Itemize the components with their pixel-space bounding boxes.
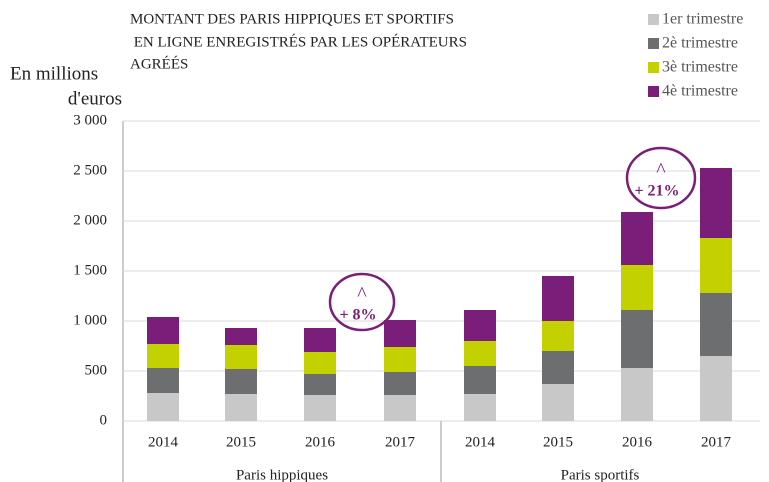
annotation-circle [625, 146, 697, 210]
bar-segment [621, 368, 653, 421]
bar-segment [147, 393, 179, 421]
y-tick-label: 0 [100, 412, 108, 428]
bar-segment [384, 347, 416, 372]
bar-segment [304, 352, 336, 374]
annotation-symbol: ^ [656, 160, 666, 182]
x-tick-label: 2017 [701, 434, 732, 450]
bar-segment [700, 293, 732, 356]
annotation-circle [328, 272, 396, 332]
bar-segment [225, 394, 257, 421]
legend-swatch [648, 14, 659, 25]
chart-title: EN LIGNE ENREGISTRÉS PAR LES OPÉRATEURS [130, 33, 467, 50]
legend-swatch [648, 86, 659, 97]
y-tick-label: 1 000 [73, 312, 107, 328]
annotation-text: + 21% [634, 183, 679, 200]
legend-label: 1er trimestre [662, 11, 743, 28]
bar-segment [225, 369, 257, 394]
y-axis-label: d'euros [68, 88, 122, 109]
legend-label: 3è trimestre [662, 59, 738, 76]
bar-segment [147, 317, 179, 344]
bar-segment [304, 374, 336, 395]
group-label: Paris sportifs [561, 467, 640, 482]
bar-segment [542, 321, 574, 351]
bar-segment [542, 351, 574, 384]
bar-segment [464, 341, 496, 366]
y-axis-label: En millions [10, 63, 98, 84]
bar-segment [621, 265, 653, 310]
bar-segment [225, 345, 257, 369]
bar-segment [384, 372, 416, 395]
bar-segment [464, 366, 496, 394]
bar-segment [147, 368, 179, 393]
bar-segment [384, 320, 416, 347]
legend-label: 4è trimestre [662, 83, 738, 100]
bar-segment [700, 168, 732, 238]
bar-segment [621, 310, 653, 368]
legend-label: 2è trimestre [662, 35, 738, 52]
y-tick-label: 2 000 [73, 212, 107, 228]
bar-segment [542, 384, 574, 421]
y-tick-label: 500 [85, 362, 108, 378]
bar-segment [384, 395, 416, 421]
x-tick-label: 2015 [226, 434, 256, 450]
annotation-symbol: ^ [357, 284, 367, 306]
y-tick-label: 1 500 [73, 262, 107, 278]
legend-swatch [648, 62, 659, 73]
x-tick-label: 2016 [305, 434, 336, 450]
y-tick-label: 2 500 [73, 162, 107, 178]
x-tick-label: 2016 [622, 434, 653, 450]
annotation-text: + 8% [339, 307, 376, 324]
group-label: Paris hippiques [236, 467, 328, 482]
bar-segment [304, 395, 336, 421]
chart-title: AGRÉÉS [130, 55, 188, 72]
chart-title: MONTANT DES PARIS HIPPIQUES ET SPORTIFS [130, 11, 454, 27]
bar-segment [225, 328, 257, 345]
x-tick-label: 2015 [543, 434, 573, 450]
bar-segment [304, 328, 336, 352]
legend-swatch [648, 38, 659, 49]
bar-segment [464, 394, 496, 421]
bar-segment [147, 344, 179, 368]
bar-segment [542, 276, 574, 321]
bar-segment [621, 212, 653, 265]
x-tick-label: 2017 [385, 434, 416, 450]
y-tick-label: 3 000 [73, 112, 107, 128]
x-tick-label: 2014 [465, 434, 496, 450]
bar-segment [464, 310, 496, 341]
x-tick-label: 2014 [148, 434, 179, 450]
bar-segment [700, 356, 732, 421]
bar-segment [700, 238, 732, 293]
